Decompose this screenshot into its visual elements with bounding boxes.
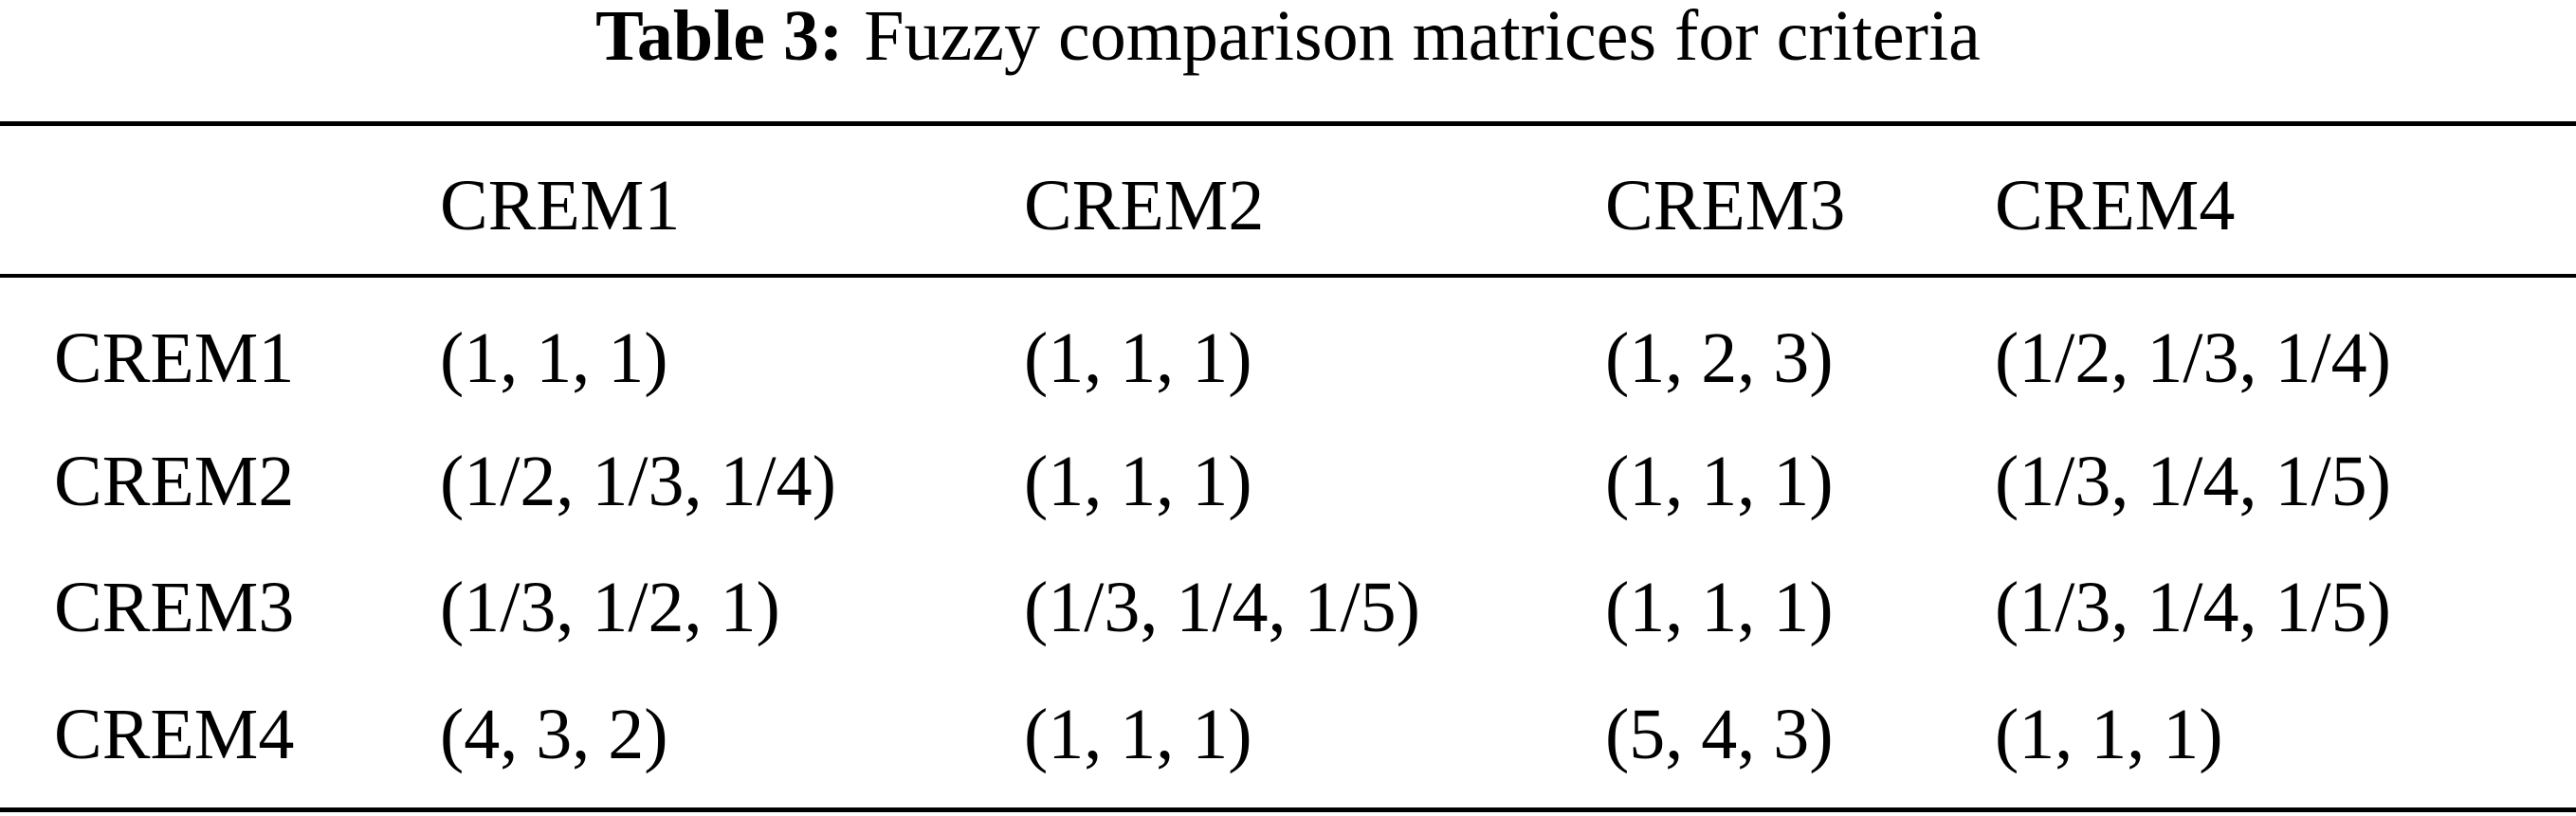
table-cell: (1, 1, 1) — [1605, 568, 1834, 647]
row-label: CREM3 — [54, 568, 295, 647]
table-cell: (1, 1, 1) — [1995, 695, 2223, 774]
table-cell: (1/3, 1/4, 1/5) — [1024, 568, 1420, 647]
table-cell: (4, 3, 2) — [440, 695, 668, 774]
table-caption: Table 3: Fuzzy comparison matrices for cr… — [0, 0, 2576, 72]
row-label: CREM2 — [54, 442, 295, 521]
table-cell: (1, 1, 1) — [1024, 695, 1252, 774]
table-cell: (1, 1, 1) — [440, 318, 668, 398]
table-cell: (1/3, 1/2, 1) — [440, 568, 780, 647]
row-label: CREM1 — [54, 318, 295, 398]
caption-label: Table 3: — [595, 0, 844, 76]
table-cell: (5, 4, 3) — [1605, 695, 1834, 774]
table-cell: (1, 1, 1) — [1024, 318, 1252, 398]
column-header: CREM4 — [1995, 166, 2236, 245]
top-rule — [0, 121, 2576, 126]
header-rule — [0, 274, 2576, 278]
row-label: CREM4 — [54, 695, 295, 774]
column-header: CREM1 — [440, 166, 681, 245]
table-cell: (1/2, 1/3, 1/4) — [440, 442, 836, 521]
table-cell: (1, 2, 3) — [1605, 318, 1834, 398]
table-cell: (1, 1, 1) — [1024, 442, 1252, 521]
table-cell: (1/3, 1/4, 1/5) — [1995, 568, 2391, 647]
caption-text: Fuzzy comparison matrices for criteria — [864, 0, 1981, 76]
column-header: CREM3 — [1605, 166, 1846, 245]
table-cell: (1/3, 1/4, 1/5) — [1995, 442, 2391, 521]
table-cell: (1/2, 1/3, 1/4) — [1995, 318, 2391, 398]
table-cell: (1, 1, 1) — [1605, 442, 1834, 521]
column-header: CREM2 — [1024, 166, 1265, 245]
bottom-rule — [0, 807, 2576, 812]
